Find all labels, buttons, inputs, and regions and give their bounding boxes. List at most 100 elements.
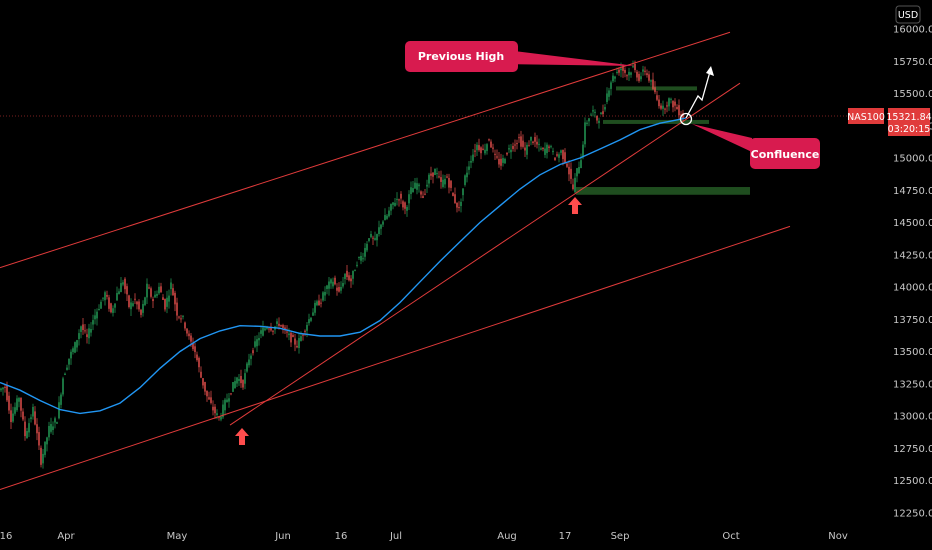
candle-body	[500, 158, 502, 166]
candle-body	[130, 302, 132, 310]
candle-body	[200, 371, 202, 378]
candle-body	[578, 166, 580, 174]
currency-label: USD	[898, 10, 918, 21]
candle-body	[490, 141, 492, 148]
trend-support[interactable]	[229, 82, 741, 426]
candle-body	[350, 278, 352, 282]
candle-body	[362, 258, 364, 260]
plot-area[interactable]: Previous High Confluence	[0, 31, 848, 491]
candle-body	[522, 140, 524, 147]
candle-body	[564, 152, 566, 163]
candle-body	[632, 66, 634, 68]
candle-body	[272, 330, 274, 332]
candle-body	[164, 298, 166, 310]
candle-body	[590, 114, 592, 116]
candle-body	[628, 71, 630, 76]
time-tick-label: Apr	[57, 531, 75, 542]
candle-body	[634, 63, 636, 71]
price-tick-label: 14500.00	[893, 218, 932, 229]
candle-body	[458, 207, 460, 209]
candle-body	[664, 108, 666, 110]
price-axis[interactable]: 12250.00 12500.00 12750.00 13000.00 13250.00…	[847, 5, 932, 519]
candle-body	[652, 79, 654, 90]
time-axis[interactable]: 16 Apr May Jun 16 Jul Aug 17 Sep Oct Nov	[0, 531, 848, 542]
candle-body	[194, 346, 196, 353]
time-tick-label: 16	[0, 531, 12, 542]
candle-body	[488, 139, 490, 141]
candle-body	[374, 238, 376, 240]
candle-body	[440, 177, 442, 182]
currency-button[interactable]: USD	[895, 5, 921, 24]
candle-body	[606, 93, 608, 102]
candle-body	[318, 300, 320, 306]
candle-body	[286, 331, 288, 333]
candle-body	[372, 237, 374, 239]
candle-body	[340, 286, 342, 291]
candle-body	[470, 161, 472, 163]
candle-body	[656, 95, 658, 100]
candle-body	[186, 328, 188, 334]
price-tick-label: 13000.00	[893, 412, 932, 423]
candle-body	[330, 279, 332, 284]
candle-body	[226, 399, 228, 403]
previous-high-callout[interactable]: Previous High	[405, 41, 636, 72]
candle-body	[524, 147, 526, 151]
candle-body	[250, 355, 252, 359]
candle-body	[80, 326, 82, 332]
candle-body	[406, 206, 408, 211]
candle-body	[320, 302, 322, 304]
candle-body	[610, 82, 612, 89]
candle-body	[74, 342, 76, 353]
candle-body	[174, 292, 176, 305]
candle-body	[462, 188, 464, 196]
candle-body	[412, 188, 414, 193]
candle-body	[474, 150, 476, 152]
candle-body	[342, 283, 344, 287]
confluence-callout[interactable]: Confluence	[692, 124, 820, 169]
candle-body	[126, 286, 128, 295]
price-tick-label: 14750.00	[893, 186, 932, 197]
price-tick-label: 16000.00	[893, 25, 932, 36]
candle-body	[142, 304, 144, 313]
candle-body	[510, 149, 512, 153]
price-tick-label: 12250.00	[893, 508, 932, 519]
candle-body	[312, 312, 314, 316]
candle-body	[316, 301, 318, 306]
candle-body	[450, 180, 452, 188]
candle-body	[582, 144, 584, 158]
candle-body	[476, 144, 478, 151]
candle-body	[414, 182, 416, 189]
candle-body	[34, 411, 36, 425]
candle-body	[308, 319, 310, 324]
candle-body	[258, 338, 260, 341]
candle-body	[88, 328, 90, 339]
confluence-label: Confluence	[751, 148, 820, 161]
candle-body	[224, 399, 226, 411]
candle-body	[280, 325, 282, 327]
lower-channel[interactable]	[0, 225, 791, 491]
candle-body	[168, 295, 170, 302]
candle-body	[676, 107, 678, 110]
candle-body	[136, 301, 138, 305]
candle-body	[608, 90, 610, 97]
candle-body	[84, 330, 86, 332]
candle-body	[646, 73, 648, 76]
candle-body	[152, 299, 154, 302]
candle-body	[570, 168, 572, 179]
candle-body	[212, 406, 214, 411]
candle-body	[6, 385, 8, 401]
zone-low	[576, 187, 750, 195]
candle-body	[400, 193, 402, 199]
candle-body	[660, 105, 662, 109]
candle-body	[122, 282, 124, 285]
upper-channel[interactable]	[0, 31, 731, 269]
candle-body	[368, 238, 370, 241]
candle-body	[292, 334, 294, 338]
price-tick-label: 15500.00	[893, 89, 932, 100]
candle-body	[478, 145, 480, 151]
candle-body	[562, 149, 564, 160]
candle-body	[508, 148, 510, 150]
candle-body	[614, 76, 616, 79]
price-tick-label: 12500.00	[893, 476, 932, 487]
